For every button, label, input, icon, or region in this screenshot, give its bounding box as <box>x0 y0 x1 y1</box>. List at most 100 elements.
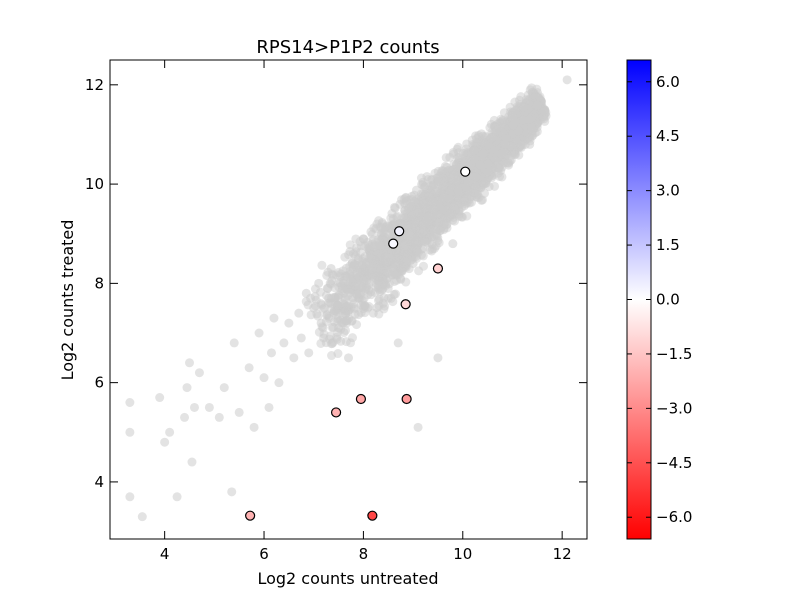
background-point <box>301 297 311 307</box>
background-point <box>367 264 377 274</box>
background-point <box>366 290 376 300</box>
background-point <box>249 422 259 432</box>
background-point <box>407 202 417 212</box>
chart-title: RPS14>P1P2 counts <box>256 37 439 58</box>
colorbar-ticks: 6.0 4.5 3.0 1.5 0.0 −1.5 −3.0 −4.5 −6.0 <box>627 73 692 526</box>
background-point <box>187 457 197 467</box>
background-point <box>125 427 135 437</box>
background-point <box>462 211 472 221</box>
background-point <box>418 180 428 190</box>
x-tick-label: 10 <box>453 545 472 563</box>
background-point <box>319 303 329 313</box>
background-point <box>296 333 306 343</box>
background-point <box>421 215 431 225</box>
background-point <box>374 309 384 319</box>
background-point <box>165 427 175 437</box>
background-point <box>448 165 458 175</box>
background-point <box>374 294 384 304</box>
background-point <box>434 238 444 248</box>
background-point <box>444 194 454 204</box>
background-point <box>313 311 323 321</box>
background-point <box>342 316 352 326</box>
background-point <box>304 348 314 358</box>
highlighted-point <box>401 393 412 405</box>
background-point <box>219 383 229 393</box>
background-point <box>422 172 432 182</box>
background-point <box>189 402 199 412</box>
background-point <box>418 199 428 209</box>
background-point <box>495 171 505 181</box>
background-point <box>513 126 523 136</box>
background-point <box>532 100 542 110</box>
background-point <box>234 407 244 417</box>
background-point <box>478 149 488 159</box>
colorbar-tick-label: 3.0 <box>656 182 680 200</box>
background-point <box>439 219 449 229</box>
background-point <box>317 260 327 270</box>
background-point <box>399 262 409 272</box>
background-point <box>311 301 321 311</box>
x-tick-label: 6 <box>259 545 269 563</box>
background-point <box>259 373 269 383</box>
x-tick-label: 8 <box>359 545 369 563</box>
background-point <box>269 313 279 323</box>
background-point <box>284 318 294 328</box>
background-point <box>472 134 482 144</box>
background-point <box>419 226 429 236</box>
highlighted-point <box>355 393 367 405</box>
background-point <box>562 75 572 85</box>
background-point <box>325 298 335 308</box>
background-point <box>403 245 413 255</box>
background-point <box>185 358 194 368</box>
colorbar-tick-label: 4.5 <box>656 127 680 145</box>
background-point <box>405 230 415 240</box>
background-point <box>411 252 421 262</box>
background-point <box>519 102 529 112</box>
background-point <box>367 239 377 249</box>
highlighted-point <box>394 226 405 237</box>
background-point <box>434 176 444 186</box>
background-point <box>459 201 469 211</box>
background-point <box>333 300 343 310</box>
x-tick-label: 12 <box>553 545 572 563</box>
y-tick-label: 12 <box>85 76 104 94</box>
background-point <box>194 368 204 378</box>
background-point <box>160 437 170 447</box>
background-point <box>364 302 374 312</box>
background-point <box>524 115 534 125</box>
y-tick-label: 6 <box>94 374 104 392</box>
background-point <box>381 281 391 291</box>
background-point <box>323 284 333 294</box>
background-point <box>155 393 165 403</box>
background-point <box>393 338 403 348</box>
background-point <box>310 292 320 302</box>
background-point <box>294 308 304 318</box>
background-point <box>413 422 423 432</box>
highlighted-point <box>432 263 444 274</box>
background-point <box>227 487 237 497</box>
colorbar-tick-label: −3.0 <box>656 399 692 417</box>
x-axis-label: Log2 counts untreated <box>257 569 438 588</box>
y-axis-label: Log2 counts treated <box>58 220 77 381</box>
background-point <box>466 197 476 207</box>
background-point <box>352 320 362 330</box>
colorbar-tick-label: −6.0 <box>656 508 692 526</box>
background-point <box>392 211 402 221</box>
background-point <box>125 492 135 502</box>
background-point <box>214 412 224 422</box>
background-points <box>125 75 572 522</box>
background-point <box>390 203 400 213</box>
background-point <box>289 353 299 363</box>
y-tick-label: 8 <box>94 274 104 292</box>
background-point <box>475 160 485 170</box>
background-point <box>344 353 353 363</box>
background-point <box>414 266 424 276</box>
background-point <box>334 267 344 277</box>
background-point <box>413 208 423 218</box>
highlighted-point <box>245 510 256 521</box>
background-point <box>180 412 190 422</box>
background-point <box>494 122 504 132</box>
colorbar-tick-label: 1.5 <box>656 236 680 254</box>
background-point <box>229 338 239 348</box>
background-point <box>469 146 479 156</box>
